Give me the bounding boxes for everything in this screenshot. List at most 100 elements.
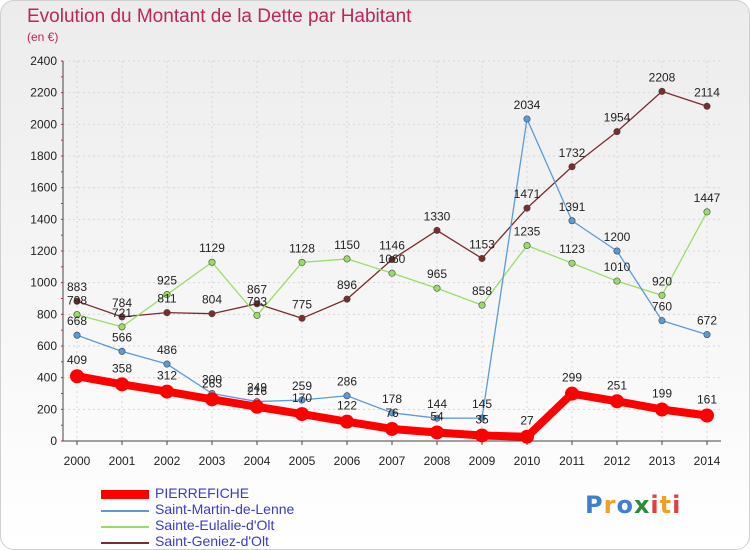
data-point	[343, 295, 351, 303]
data-label: 804	[202, 293, 222, 307]
y-tick-label: 1800	[30, 149, 57, 163]
x-tick-label: 2000	[64, 454, 91, 468]
data-label: 1732	[559, 146, 586, 160]
data-label: 145	[472, 397, 492, 411]
data-point	[523, 115, 531, 123]
legend-swatch	[101, 542, 149, 544]
data-label: 286	[337, 375, 357, 389]
data-point	[478, 414, 486, 422]
x-tick-label: 2014	[694, 454, 721, 468]
data-point	[73, 297, 81, 305]
x-tick-label: 2002	[154, 454, 181, 468]
data-label: 1200	[604, 230, 631, 244]
data-point	[118, 313, 126, 321]
data-label: 1330	[424, 209, 451, 223]
data-point	[523, 204, 531, 212]
data-point	[343, 392, 351, 400]
series-lines	[70, 87, 714, 444]
y-tick-label: 1600	[30, 181, 57, 195]
legend-label: Sainte-Eulalie-d'Olt	[155, 517, 275, 533]
y-tick-label: 2000	[30, 117, 57, 131]
data-label: 798	[67, 294, 87, 308]
data-point	[385, 421, 399, 436]
logo-letter: i	[650, 491, 660, 519]
data-labels: 409 358 312 263 216 170 122 76 54 35 27 299 251 199 16…	[67, 70, 721, 427]
data-point	[565, 386, 579, 401]
data-point	[568, 217, 576, 225]
data-label: 409	[67, 353, 87, 367]
legend-item-sainte-eulalie-d-olt: Sainte-Eulalie-d'Olt	[101, 517, 361, 535]
y-axis-ticks: 0 200 400 600 800 1000 1200 1400 1600 1800 2000 220…	[30, 54, 57, 448]
data-label: 358	[112, 361, 132, 375]
data-point	[478, 254, 486, 262]
data-label: 216	[247, 384, 267, 398]
data-label: 775	[292, 297, 312, 311]
y-tick-label: 0	[50, 434, 57, 448]
data-point	[115, 377, 129, 392]
data-point	[298, 396, 306, 404]
data-label: 1153	[469, 237, 495, 251]
data-label: 668	[67, 314, 87, 328]
legend-label: PIERREFICHE	[155, 485, 250, 501]
x-tick-label: 2003	[199, 454, 226, 468]
y-tick-label: 200	[37, 402, 57, 416]
logo-letter: t	[659, 491, 673, 519]
data-point	[118, 323, 126, 331]
legend-swatch	[101, 510, 149, 512]
data-point	[73, 311, 81, 319]
x-tick-label: 2008	[424, 454, 451, 468]
data-label: 1010	[604, 260, 631, 274]
data-label: 486	[157, 343, 177, 357]
data-point	[433, 414, 441, 422]
data-label: 299	[562, 371, 582, 385]
data-label: 1129	[199, 241, 225, 255]
logo-letter: P	[585, 491, 604, 519]
chart-title: Evolution du Montant de la Dette par Hab…	[27, 6, 412, 27]
data-label: 170	[292, 391, 312, 405]
data-point	[523, 241, 531, 249]
x-tick-label: 2009	[469, 454, 496, 468]
data-point	[703, 102, 711, 110]
data-label: 35	[475, 412, 489, 426]
data-label: 1391	[559, 200, 586, 214]
data-point	[70, 369, 84, 384]
axes	[61, 60, 721, 445]
data-point	[340, 414, 354, 429]
data-point	[568, 163, 576, 171]
data-label: 784	[112, 296, 132, 310]
x-tick-label: 2001	[109, 454, 136, 468]
data-point	[250, 399, 264, 414]
data-label: 1123	[559, 242, 585, 256]
data-label: 259	[292, 379, 312, 393]
unit-label: (en €)	[27, 30, 59, 44]
data-label: 263	[202, 376, 222, 390]
data-label: 300	[202, 373, 222, 387]
data-label: 144	[427, 397, 447, 411]
data-label: 76	[385, 406, 399, 420]
x-tick-label: 2004	[244, 454, 271, 468]
data-label: 867	[247, 283, 267, 297]
legend-label: Saint-Geniez-d'Olt	[155, 533, 269, 549]
data-point	[520, 429, 534, 444]
logo-letter: o	[616, 491, 634, 519]
data-point	[613, 247, 621, 255]
data-point	[478, 301, 486, 309]
y-tick-label: 600	[37, 339, 57, 353]
data-label: 2034	[514, 98, 541, 112]
legend-label: Saint-Martin-de-Lenne	[155, 501, 295, 517]
legend-swatch	[101, 526, 149, 528]
data-point	[430, 425, 444, 440]
data-point	[658, 87, 666, 95]
data-label: 2114	[694, 85, 720, 99]
data-point	[205, 392, 219, 407]
data-point	[433, 226, 441, 234]
data-point	[163, 291, 171, 299]
data-label: 920	[652, 274, 672, 288]
y-tick-label: 1200	[30, 244, 57, 258]
data-point	[388, 256, 396, 264]
data-label: 896	[337, 278, 357, 292]
data-point	[388, 269, 396, 277]
data-label: 312	[157, 369, 177, 383]
